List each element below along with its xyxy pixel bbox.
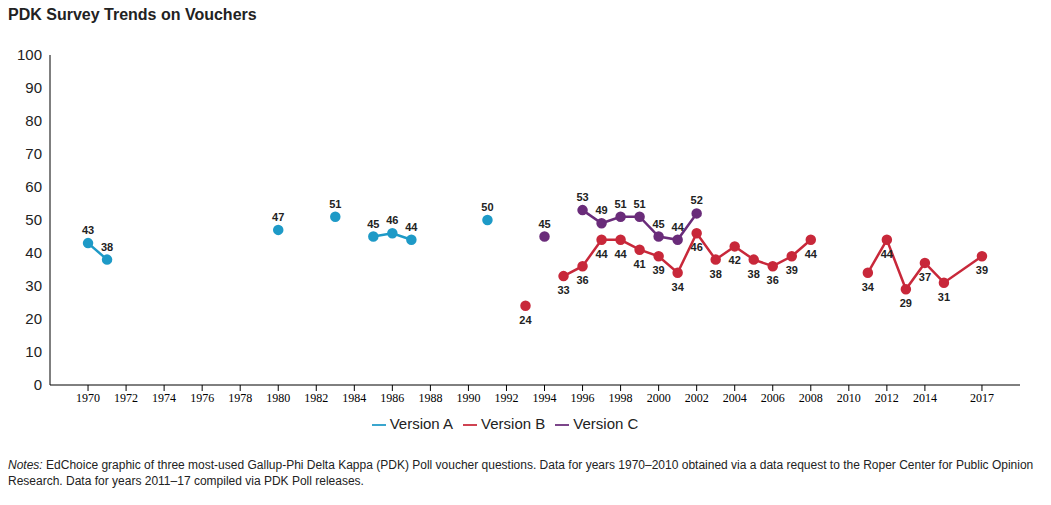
svg-text:29: 29 <box>900 297 912 309</box>
svg-text:10: 10 <box>25 343 42 360</box>
svg-text:2014: 2014 <box>913 391 937 405</box>
svg-text:51: 51 <box>614 198 626 210</box>
svg-text:39: 39 <box>786 264 798 276</box>
svg-text:46: 46 <box>691 241 703 253</box>
svg-text:44: 44 <box>672 221 685 233</box>
html-text:Notes: EdChoice graphic of thr: Notes: EdChoice graphic of three most-us… <box>8 458 1034 488</box>
svg-text:2004: 2004 <box>723 391 747 405</box>
svg-text:52: 52 <box>691 194 703 206</box>
svg-text:30: 30 <box>25 277 42 294</box>
svg-text:44: 44 <box>614 248 627 260</box>
svg-text:38: 38 <box>710 268 722 280</box>
svg-text:0: 0 <box>34 376 42 393</box>
svg-text:34: 34 <box>862 281 875 293</box>
svg-text:1998: 1998 <box>609 391 633 405</box>
html-text:Version B: Version B <box>481 415 546 432</box>
svg-text:40: 40 <box>25 244 42 261</box>
svg-text:80: 80 <box>25 112 42 129</box>
svg-text:24: 24 <box>519 314 532 326</box>
html-text:PDK Survey Trends on Vouchers: PDK Survey Trends on Vouchers <box>8 6 257 23</box>
svg-text:2012: 2012 <box>875 391 899 405</box>
svg-text:44: 44 <box>595 248 608 260</box>
svg-text:50: 50 <box>481 201 493 213</box>
svg-text:20: 20 <box>25 310 42 327</box>
svg-text:1984: 1984 <box>342 391 366 405</box>
svg-text:36: 36 <box>576 274 588 286</box>
svg-text:45: 45 <box>538 218 550 230</box>
svg-text:42: 42 <box>729 254 741 266</box>
svg-text:1970: 1970 <box>76 391 100 405</box>
svg-text:1988: 1988 <box>418 391 442 405</box>
svg-text:1972: 1972 <box>114 391 138 405</box>
svg-text:1994: 1994 <box>533 391 557 405</box>
svg-text:100: 100 <box>17 46 42 63</box>
svg-text:90: 90 <box>25 79 42 96</box>
svg-text:2000: 2000 <box>647 391 671 405</box>
svg-text:2008: 2008 <box>799 391 823 405</box>
svg-text:34: 34 <box>672 281 685 293</box>
svg-text:49: 49 <box>595 204 607 216</box>
svg-text:46: 46 <box>386 214 398 226</box>
svg-text:1976: 1976 <box>190 391 214 405</box>
svg-text:2006: 2006 <box>761 391 785 405</box>
svg-text:60: 60 <box>25 178 42 195</box>
svg-text:44: 44 <box>405 221 418 233</box>
svg-text:39: 39 <box>653 264 665 276</box>
svg-text:1990: 1990 <box>456 391 480 405</box>
svg-text:37: 37 <box>919 271 931 283</box>
svg-text:1980: 1980 <box>266 391 290 405</box>
svg-text:50: 50 <box>25 211 42 228</box>
svg-text:39: 39 <box>976 264 988 276</box>
svg-text:38: 38 <box>748 268 760 280</box>
svg-text:51: 51 <box>633 198 645 210</box>
svg-text:41: 41 <box>633 258 645 270</box>
svg-text:36: 36 <box>767 274 779 286</box>
svg-text:1996: 1996 <box>571 391 595 405</box>
svg-text:1974: 1974 <box>152 391 176 405</box>
svg-text:33: 33 <box>557 284 569 296</box>
svg-text:44: 44 <box>805 248 818 260</box>
svg-text:1986: 1986 <box>380 391 404 405</box>
html-text:Version C: Version C <box>573 415 639 432</box>
svg-text:1992: 1992 <box>494 391 518 405</box>
svg-text:1982: 1982 <box>304 391 328 405</box>
svg-text:51: 51 <box>329 198 341 210</box>
svg-text:38: 38 <box>101 241 113 253</box>
svg-text:53: 53 <box>576 191 588 203</box>
svg-text:2017: 2017 <box>970 391 994 405</box>
svg-text:2010: 2010 <box>837 391 861 405</box>
svg-text:2002: 2002 <box>685 391 709 405</box>
html-text:Version A: Version A <box>389 415 454 432</box>
svg-text:47: 47 <box>272 211 284 223</box>
svg-text:45: 45 <box>367 218 379 230</box>
svg-text:45: 45 <box>653 218 665 230</box>
svg-text:31: 31 <box>938 291 950 303</box>
svg-text:70: 70 <box>25 145 42 162</box>
svg-text:44: 44 <box>881 248 894 260</box>
svg-text:43: 43 <box>82 224 94 236</box>
svg-text:1978: 1978 <box>228 391 252 405</box>
